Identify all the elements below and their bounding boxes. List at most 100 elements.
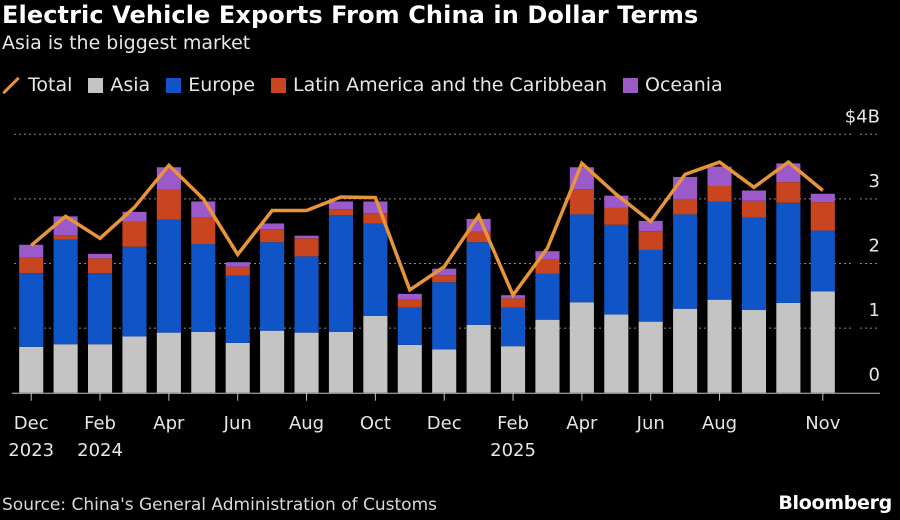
bar-segment-asia: [569, 302, 594, 393]
bar-segment-oceania: [294, 235, 319, 239]
bar-segment-europe: [19, 273, 44, 347]
legend-item-europe: Europe: [166, 74, 255, 96]
bar-segment-asia: [19, 346, 44, 393]
bar-segment-europe: [707, 201, 732, 300]
bar-segment-asia: [673, 308, 698, 393]
bar-segment-europe: [741, 217, 767, 311]
bar-segment-asia: [500, 346, 526, 393]
bar-segment-europe: [294, 256, 319, 333]
bar-segment-europe: [535, 273, 560, 320]
bar-segment-europe: [500, 307, 526, 347]
bar-segment-europe: [87, 273, 113, 345]
bar-segment-latin: [638, 231, 663, 250]
legend-swatch-icon: [271, 77, 287, 93]
legend-label: Total: [28, 74, 73, 96]
bar-segment-oceania: [397, 293, 422, 300]
x-tick-label-year: 2023: [8, 440, 54, 461]
bar-segment-asia: [294, 332, 319, 393]
bar-segment-latin: [569, 189, 594, 215]
legend-swatch-icon: [623, 77, 638, 93]
bar-segment-asia: [741, 310, 767, 393]
bar-segment-latin: [466, 231, 491, 243]
bloomberg-logo: Bloomberg: [778, 492, 892, 514]
bar-segment-oceania: [122, 211, 147, 222]
bar-segment-oceania: [535, 251, 560, 259]
bar-segment-asia: [122, 336, 147, 393]
bar-segment-asia: [328, 331, 354, 393]
y-tick-label: 0: [869, 365, 880, 386]
bar-segment-oceania: [363, 201, 388, 214]
bar-segment-asia: [260, 330, 285, 393]
bar-segment-latin: [776, 182, 801, 203]
bar-segment-europe: [328, 215, 354, 332]
bar-segment-latin: [432, 275, 457, 283]
y-tick-label: 3: [869, 171, 880, 192]
bar-segment-europe: [569, 214, 594, 303]
bar-segment-europe: [604, 224, 629, 315]
bar-segment-europe: [225, 275, 250, 343]
bar-segment-asia: [776, 302, 801, 393]
legend: Total Asia Europe Latin America and the …: [2, 74, 739, 96]
legend-item-asia: Asia: [88, 74, 150, 96]
bar-segment-latin: [87, 258, 113, 274]
bar-segment-asia: [156, 332, 181, 393]
x-tick-label: Nov: [805, 413, 840, 434]
bar-segment-asia: [604, 314, 629, 393]
bar-segment-europe: [432, 282, 457, 350]
bar-segment-europe: [810, 230, 835, 292]
bar-segment-latin: [191, 217, 216, 245]
legend-swatch-icon: [88, 77, 104, 93]
legend-label: Oceania: [645, 74, 723, 96]
x-tick-label: Apr: [566, 413, 598, 434]
legend-label: Europe: [188, 74, 256, 96]
bar-segment-latin: [260, 229, 285, 243]
x-tick-label: Apr: [153, 413, 185, 434]
x-tick-label: Jun: [636, 413, 665, 434]
total-line: [30, 159, 824, 299]
bar-segment-latin: [673, 198, 698, 215]
y-tick-label: 2: [869, 236, 880, 257]
bar-segment-latin: [810, 202, 835, 231]
x-tick-label-year: 2025: [490, 440, 536, 461]
bar-segment-oceania: [741, 190, 767, 201]
x-tick-label: Aug: [289, 413, 324, 434]
x-tick-label: Oct: [360, 413, 391, 434]
x-tick-label-year: 2024: [77, 440, 123, 461]
legend-swatch-icon: [166, 77, 182, 93]
bar-segment-oceania: [707, 166, 732, 186]
bar-segment-latin: [741, 200, 767, 218]
bar-segment-latin: [500, 298, 526, 308]
x-tick-label: Jun: [223, 413, 252, 434]
source-note: Source: China's General Administration o…: [2, 495, 437, 515]
x-tick-label: Feb: [84, 413, 116, 434]
bar-segment-europe: [776, 202, 801, 303]
bar-segment-latin: [53, 235, 78, 240]
bar-segment-europe: [638, 249, 663, 322]
bar-segment-oceania: [569, 167, 594, 190]
bar-segment-asia: [432, 349, 457, 393]
bar-segment-asia: [225, 342, 250, 393]
bar-segment-oceania: [87, 253, 113, 259]
bar-segment-oceania: [638, 220, 663, 232]
bar-segment-asia: [397, 344, 422, 393]
bar-segment-europe: [466, 242, 491, 325]
x-tick-label: Dec: [14, 413, 49, 434]
bar-segment-latin: [156, 189, 181, 220]
legend-item-oceania: Oceania: [623, 74, 723, 96]
bar-segment-asia: [191, 331, 216, 393]
bar-segment-latin: [604, 207, 629, 225]
bar-segment-latin: [19, 257, 44, 274]
bar-segment-asia: [53, 344, 78, 393]
y-tick-label: 1: [869, 300, 880, 321]
x-tick-label: Dec: [427, 413, 462, 434]
bar-segment-oceania: [156, 167, 181, 190]
bar-segment-europe: [363, 223, 388, 316]
bar-segment-latin: [225, 266, 250, 276]
bar-segment-europe: [53, 239, 78, 345]
bar-segment-asia: [638, 321, 663, 393]
legend-item-total: Total: [2, 74, 72, 96]
bar-segment-oceania: [225, 262, 250, 267]
legend-item-latin-america: Latin America and the Caribbean: [271, 74, 607, 96]
legend-label: Asia: [110, 74, 151, 96]
